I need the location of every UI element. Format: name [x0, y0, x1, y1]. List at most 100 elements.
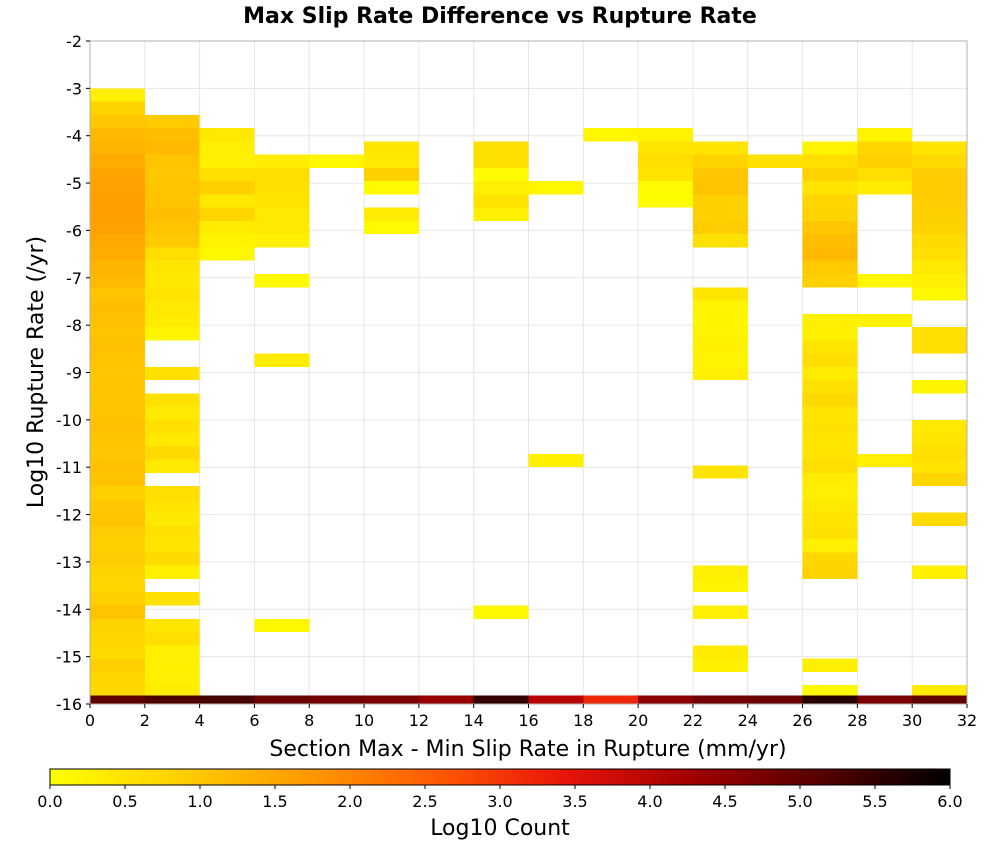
heatmap-cell — [144, 128, 200, 142]
heatmap-cell — [144, 459, 200, 473]
heatmap-cell — [90, 486, 145, 500]
heatmap-cell — [528, 453, 584, 468]
heatmap-cell — [857, 273, 913, 288]
heatmap-cell — [90, 618, 145, 633]
heatmap-cell — [90, 671, 145, 686]
heatmap-cell — [144, 499, 200, 513]
heatmap-cell — [364, 220, 419, 235]
heatmap-cell — [912, 565, 967, 579]
heatmap-cell — [692, 605, 748, 619]
heatmap-cell — [802, 499, 858, 513]
heatmap-cell — [802, 658, 858, 672]
heatmap-cell — [912, 154, 967, 168]
heatmap-cell — [692, 167, 748, 182]
heatmap-cell — [199, 207, 255, 221]
heatmap-cell — [802, 525, 858, 540]
heatmap-cell — [90, 419, 145, 434]
heatmap-cell — [90, 578, 145, 593]
heatmap-cell — [364, 207, 419, 221]
heatmap-cell — [802, 459, 858, 473]
y-tick-label: -6 — [66, 221, 82, 240]
heatmap-cell — [254, 353, 310, 367]
heatmap-cell — [802, 260, 858, 274]
x-tick-label: 20 — [628, 711, 648, 730]
heatmap-cell — [692, 340, 748, 354]
heatmap-cell — [473, 167, 529, 182]
heatmap-cell — [90, 605, 145, 619]
heatmap-cell — [144, 632, 200, 646]
heatmap-cell — [912, 472, 967, 487]
heatmap-cell — [747, 695, 803, 704]
heatmap-cell — [857, 154, 913, 168]
heatmap-cell — [912, 260, 967, 274]
heatmap-cell — [418, 695, 474, 704]
heatmap-cell — [802, 539, 858, 553]
y-tick-label: -9 — [66, 364, 82, 383]
heatmap-cell — [90, 340, 145, 354]
heatmap-cell — [857, 695, 913, 704]
heatmap-cell — [254, 220, 310, 235]
heatmap-cell — [638, 181, 693, 195]
heatmap-cell — [144, 512, 200, 526]
heatmap-cell — [802, 446, 858, 460]
heatmap-cell — [144, 406, 200, 420]
heatmap-cell — [144, 433, 200, 447]
heatmap-cells — [90, 88, 967, 704]
y-axis-label: Log10 Rupture Rate (/yr) — [24, 236, 49, 508]
x-tick-label: 10 — [354, 711, 374, 730]
heatmap-cell — [473, 141, 529, 155]
heatmap-cell — [144, 220, 200, 235]
y-tick-label: -10 — [56, 411, 82, 430]
heatmap-cell — [144, 645, 200, 659]
heatmap-cell — [692, 645, 748, 659]
heatmap-cell — [638, 128, 693, 142]
heatmap-cell — [144, 167, 200, 182]
heatmap-cell — [802, 313, 858, 328]
heatmap-cell — [912, 207, 967, 221]
heatmap-cell — [802, 552, 858, 566]
heatmap-cell — [254, 618, 310, 633]
x-tick-label: 12 — [409, 711, 429, 730]
y-axis-ticks: -2 -3 -4 -5 -6 -7 -8 -9 -10 -11 -12 -13 -14 -15 -16 — [56, 32, 90, 714]
heatmap-cell — [912, 247, 967, 261]
x-tick-label: 28 — [847, 711, 867, 730]
heatmap-cell — [199, 167, 255, 182]
heatmap-cell — [90, 446, 145, 460]
y-tick-label: -7 — [66, 269, 82, 288]
heatmap-cell — [912, 194, 967, 208]
heatmap-cell — [90, 260, 145, 274]
heatmap-cell — [144, 671, 200, 686]
heatmap-cell — [144, 685, 200, 699]
heatmap-cell — [144, 695, 200, 704]
y-tick-label: -15 — [56, 648, 82, 667]
heatmap-cell — [364, 154, 419, 168]
heatmap-cell — [802, 353, 858, 367]
heatmap-cell — [90, 632, 145, 646]
heatmap-cell — [802, 234, 858, 248]
heatmap-cell — [912, 433, 967, 447]
heatmap-cell — [912, 167, 967, 182]
heatmap-cell — [90, 141, 145, 155]
heatmap-cell — [90, 154, 145, 168]
heatmap-cell — [912, 446, 967, 460]
x-tick-label: 4 — [195, 711, 205, 730]
x-axis-ticks: 0 2 4 6 8 10 12 14 16 18 20 22 24 26 28 30 32 — [85, 704, 977, 730]
x-tick-label: 2 — [140, 711, 150, 730]
heatmap-cell — [912, 340, 967, 354]
heatmap-cell — [144, 181, 200, 195]
heatmap-cell — [90, 88, 145, 102]
heatmap-cell — [144, 565, 200, 579]
heatmap-cell — [857, 141, 913, 155]
colorbar-tick-label: 3.0 — [487, 792, 512, 811]
heatmap-cell — [144, 141, 200, 155]
heatmap-cell — [802, 327, 858, 341]
heatmap-cell — [90, 658, 145, 672]
heatmap-cell — [90, 234, 145, 248]
colorbar-tick-label: 2.5 — [412, 792, 437, 811]
heatmap-cell — [692, 207, 748, 221]
heatmap-cell — [802, 695, 858, 704]
heatmap-cell — [144, 327, 200, 341]
heatmap-cell — [802, 141, 858, 155]
heatmap-cell — [692, 300, 748, 314]
heatmap-cell — [144, 300, 200, 314]
